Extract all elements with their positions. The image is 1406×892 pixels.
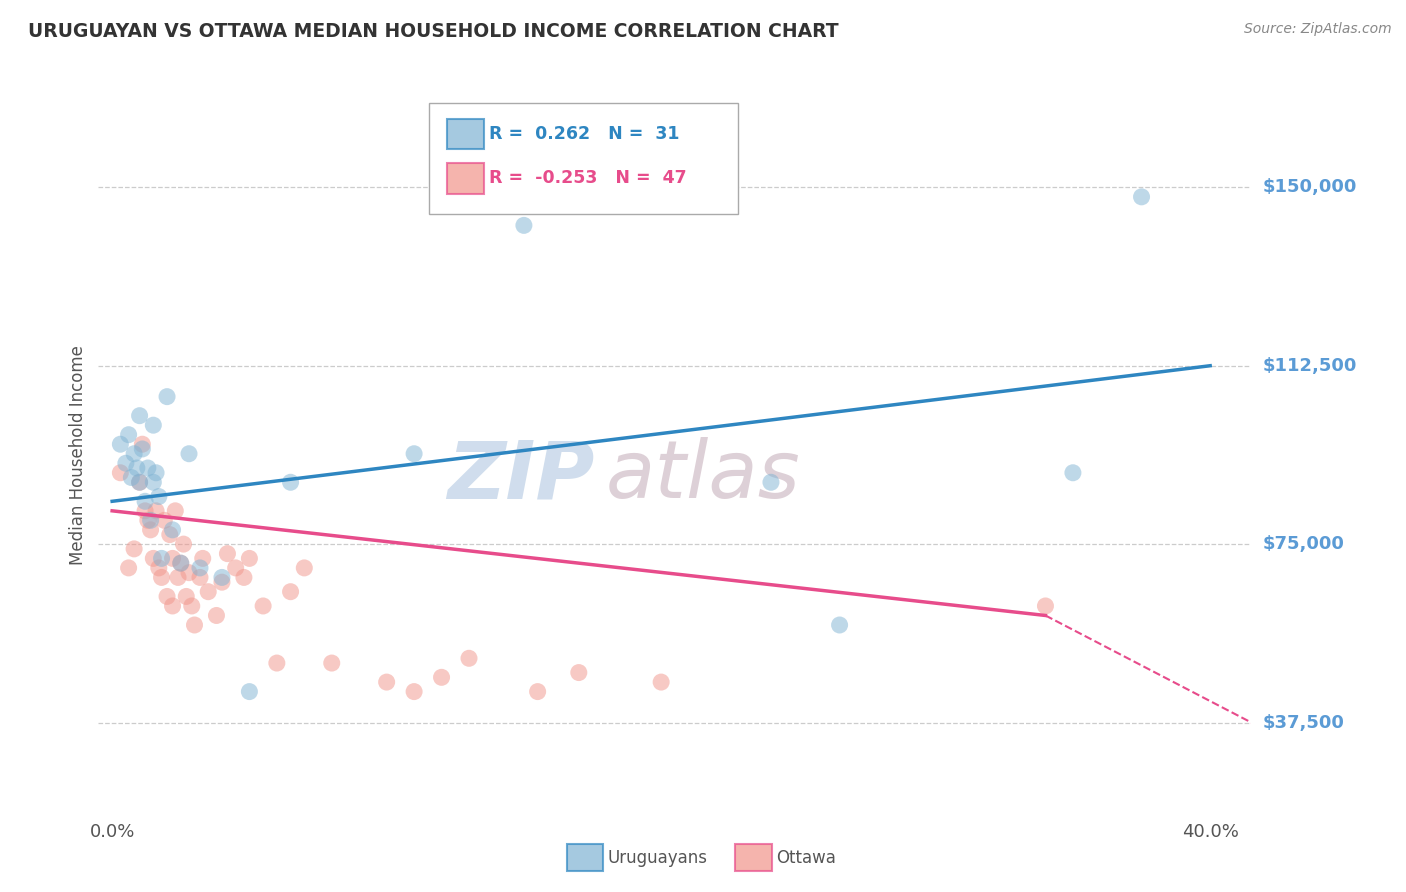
Point [148,490,170,504]
Point [145,504,167,518]
Point [110,437,132,451]
Point [759,475,782,490]
Point [191,551,214,566]
Point [217,547,239,561]
Point [125,461,148,475]
Point [150,551,173,566]
Point [131,442,153,456]
Point [375,675,398,690]
Point [292,561,315,575]
Point [1035,599,1057,613]
Point [120,470,142,484]
Point [136,461,159,475]
Point [197,584,219,599]
Point [430,670,453,684]
Point [404,447,426,461]
Point [232,570,254,584]
Text: Source: ZipAtlas.com: Source: ZipAtlas.com [1244,22,1392,37]
Point [280,584,302,599]
Point [150,570,173,584]
Text: Ottawa: Ottawa [776,849,837,867]
Point [156,590,179,604]
Point [128,475,150,490]
Point [513,219,536,233]
Point [280,475,302,490]
Text: Uruguayans: Uruguayans [607,849,707,867]
Point [173,537,195,551]
Point [266,656,288,670]
Text: $37,500: $37,500 [1263,714,1344,731]
Point [183,618,205,632]
Point [170,556,193,570]
Point [117,427,139,442]
Point [177,566,200,580]
Point [1130,190,1153,204]
Point [180,599,202,613]
Point [177,447,200,461]
Point [188,570,211,584]
Point [139,513,162,527]
Point [156,390,179,404]
Point [128,475,150,490]
Point [122,447,145,461]
Point [170,556,193,570]
Point [828,618,851,632]
Point [139,523,162,537]
Point [162,551,184,566]
Text: $112,500: $112,500 [1263,357,1357,375]
Point [568,665,591,680]
Text: atlas: atlas [606,437,800,516]
Text: R =  -0.253   N =  47: R = -0.253 N = 47 [489,169,688,187]
Point [115,456,138,470]
Point [188,561,211,575]
Point [211,570,233,584]
Point [650,675,672,690]
Text: R =  0.262   N =  31: R = 0.262 N = 31 [489,125,679,143]
Point [238,684,260,698]
Text: $75,000: $75,000 [1263,535,1344,553]
Point [174,590,197,604]
Point [153,513,176,527]
Point [252,599,274,613]
Point [458,651,481,665]
Text: ZIP: ZIP [447,437,595,516]
Point [159,527,181,541]
Point [165,504,187,518]
Point [167,570,190,584]
Point [134,504,156,518]
Point [131,437,153,451]
Point [142,551,165,566]
Point [142,475,165,490]
Point [110,466,132,480]
Point [117,561,139,575]
Point [1062,466,1084,480]
Point [526,684,548,698]
Point [128,409,150,423]
Text: URUGUAYAN VS OTTAWA MEDIAN HOUSEHOLD INCOME CORRELATION CHART: URUGUAYAN VS OTTAWA MEDIAN HOUSEHOLD INC… [28,22,839,41]
Point [145,466,167,480]
Point [321,656,343,670]
Point [136,513,159,527]
Point [162,599,184,613]
Y-axis label: Median Household Income: Median Household Income [69,345,87,565]
Text: $150,000: $150,000 [1263,178,1357,196]
Point [205,608,228,623]
Point [122,541,145,556]
Point [142,418,165,433]
Point [148,561,170,575]
Point [404,684,426,698]
Point [134,494,156,508]
Point [225,561,247,575]
Point [238,551,260,566]
Point [162,523,184,537]
Point [211,575,233,590]
